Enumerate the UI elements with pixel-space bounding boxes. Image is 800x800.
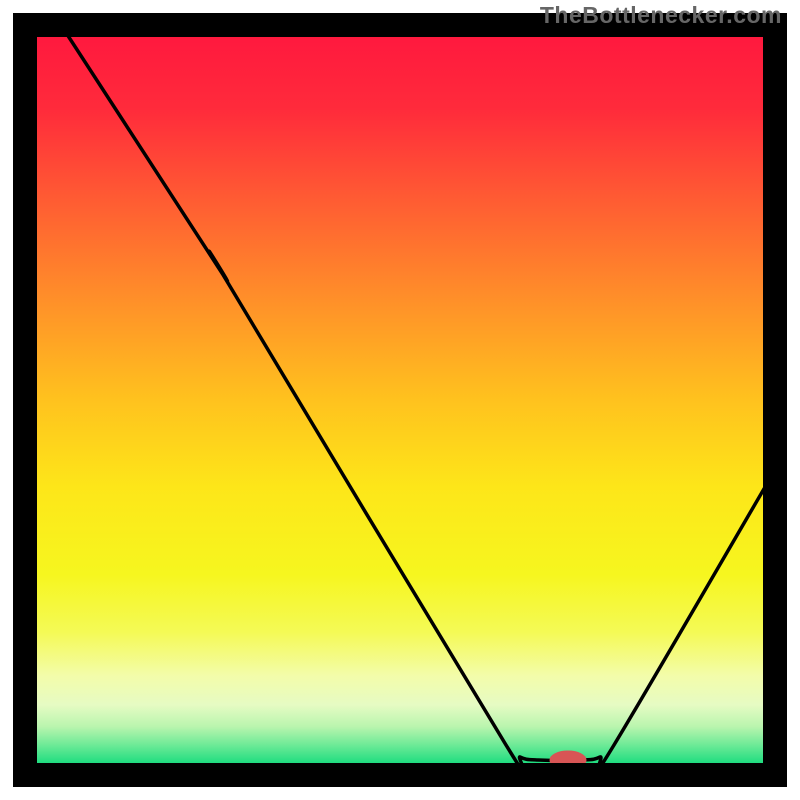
chart-frame: TheBottlenecker.com (0, 0, 800, 800)
watermark-text: TheBottlenecker.com (540, 2, 782, 29)
bottleneck-chart (0, 0, 800, 800)
plot-background (37, 37, 763, 763)
